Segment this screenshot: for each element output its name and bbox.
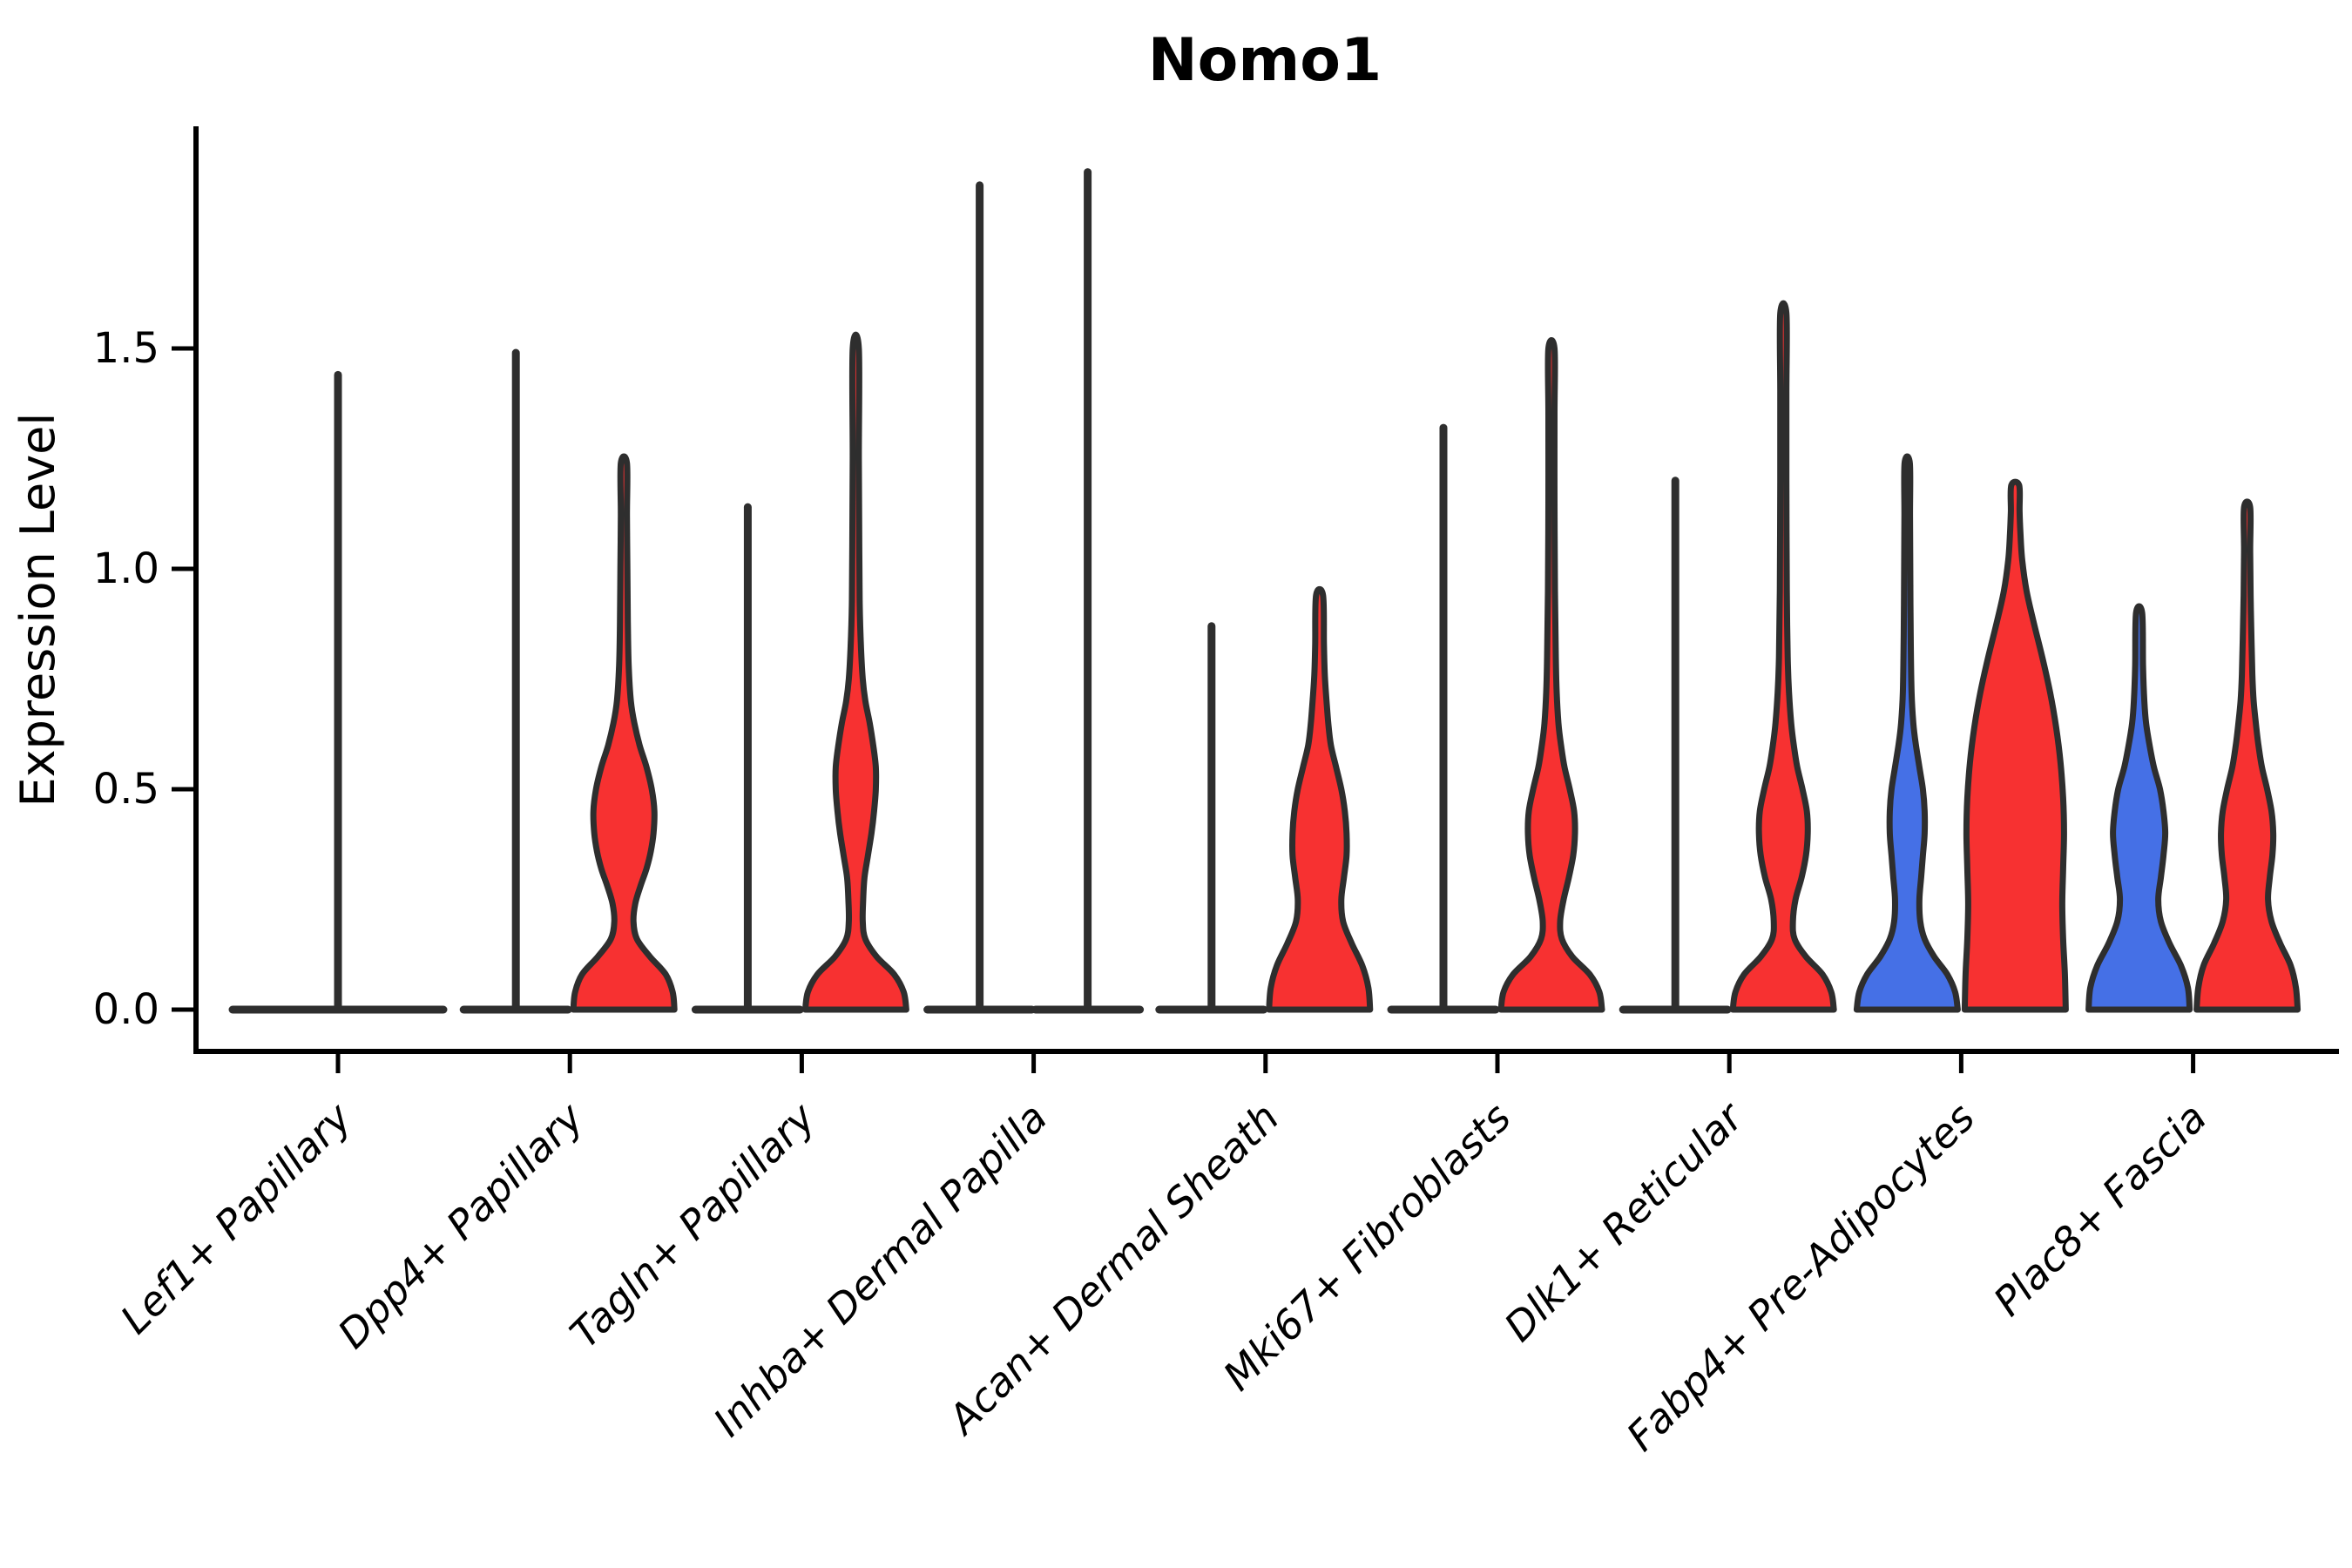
violin-8-1 <box>1853 453 1961 1013</box>
x-tick-label: Plac8+ Fascia <box>1984 1094 2215 1325</box>
violin-body-blue <box>2085 603 2193 1013</box>
violin-body-red <box>570 453 678 1013</box>
violin-3-1 <box>691 503 804 1014</box>
x-tick-label: Tagln+ Papillary <box>561 1093 825 1357</box>
x-tick-label: Dpp4+ Papillary <box>328 1093 592 1357</box>
violin-4-1 <box>923 181 1037 1014</box>
violin-body-red <box>1497 337 1605 1013</box>
y-tick-label: 1.0 <box>93 544 159 593</box>
plot-title: Nomo1 <box>1148 26 1382 95</box>
violin-5-1 <box>1155 622 1268 1014</box>
violin-4-2 <box>1031 168 1145 1014</box>
x-tick-label: Dlk1+ Reticular <box>1495 1092 1754 1350</box>
violin-body-blue <box>1853 453 1961 1013</box>
violin-8-2 <box>1961 478 2069 1013</box>
violin-3-2 <box>801 331 909 1013</box>
y-tick-label: 1.5 <box>93 324 159 373</box>
violin-2-1 <box>459 348 572 1014</box>
x-tick-label: Lef1+ Papillary <box>112 1093 361 1342</box>
violin-1-1 <box>228 370 448 1014</box>
violin-6-1 <box>1387 423 1500 1014</box>
y-tick-label: 0.5 <box>93 765 159 814</box>
y-axis: 0.0 0.5 1.0 1.5 <box>93 324 196 1034</box>
violin-7-1 <box>1619 476 1732 1014</box>
violin-body-red <box>801 331 909 1013</box>
violin-9-2 <box>2193 498 2301 1013</box>
violin-body-red <box>1266 585 1374 1013</box>
violin-9-1 <box>2085 603 2193 1013</box>
violin-6-2 <box>1497 337 1605 1013</box>
violin-2-2 <box>570 453 678 1013</box>
violin-body-red <box>1729 300 1837 1013</box>
violins <box>228 168 2301 1014</box>
violin-7-2 <box>1729 300 1837 1013</box>
violin-body-red <box>1961 478 2069 1013</box>
y-tick-label: 0.0 <box>93 985 159 1034</box>
y-axis-label: Expression Level <box>10 413 65 808</box>
violin-body-red <box>2193 498 2301 1013</box>
violin-5-2 <box>1266 585 1374 1013</box>
